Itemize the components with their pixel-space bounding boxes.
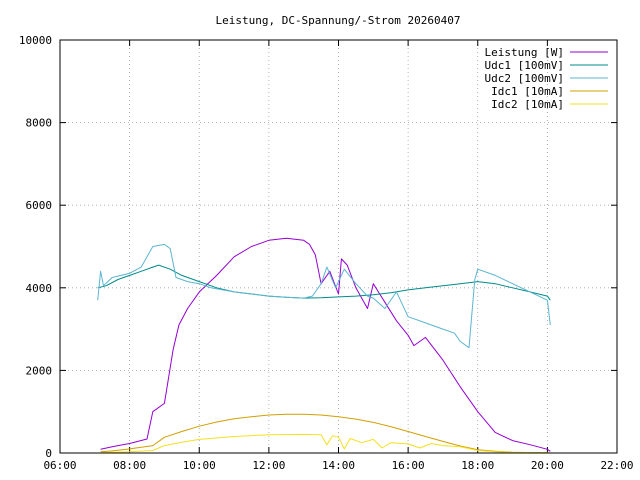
grid	[60, 40, 617, 453]
x-tick-label: 10:00	[183, 459, 216, 472]
y-tick-label: 8000	[26, 117, 53, 130]
x-tick-label: 08:00	[113, 459, 146, 472]
legend-label: Leistung [W]	[485, 46, 564, 59]
legend-label: Idc2 [10mA]	[491, 98, 564, 111]
y-tick-label: 10000	[19, 34, 52, 47]
x-tick-label: 18:00	[461, 459, 494, 472]
legend: Leistung [W]Udc1 [100mV]Udc2 [100mV]Idc1…	[485, 46, 608, 111]
series-line	[100, 237, 551, 452]
series-line	[97, 243, 551, 349]
axes: 06:00 08:00 10:00 12:00 14:00 16:00 18:00 20:00…	[19, 34, 634, 472]
x-tick-label: 16:00	[392, 459, 425, 472]
x-tick-label: 12:00	[252, 459, 285, 472]
chart-title: Leistung, DC-Spannung/-Strom 20260407	[215, 14, 460, 27]
legend-label: Udc1 [100mV]	[485, 59, 564, 72]
y-tick-label: 4000	[26, 282, 53, 295]
plot-frame	[59, 39, 618, 454]
x-tick-label: 06:00	[43, 459, 76, 472]
y-tick-label: 6000	[26, 199, 53, 212]
y-tick-label: 2000	[26, 364, 53, 377]
x-tick-label: 20:00	[531, 459, 564, 472]
legend-label: Idc1 [10mA]	[491, 85, 564, 98]
series-line	[100, 413, 551, 454]
plot-area	[97, 237, 551, 454]
series-line	[100, 433, 551, 454]
legend-label: Udc2 [100mV]	[485, 72, 564, 85]
x-tick-label: 22:00	[600, 459, 633, 472]
x-tick-label: 14:00	[322, 459, 355, 472]
y-tick-label: 0	[45, 447, 52, 460]
